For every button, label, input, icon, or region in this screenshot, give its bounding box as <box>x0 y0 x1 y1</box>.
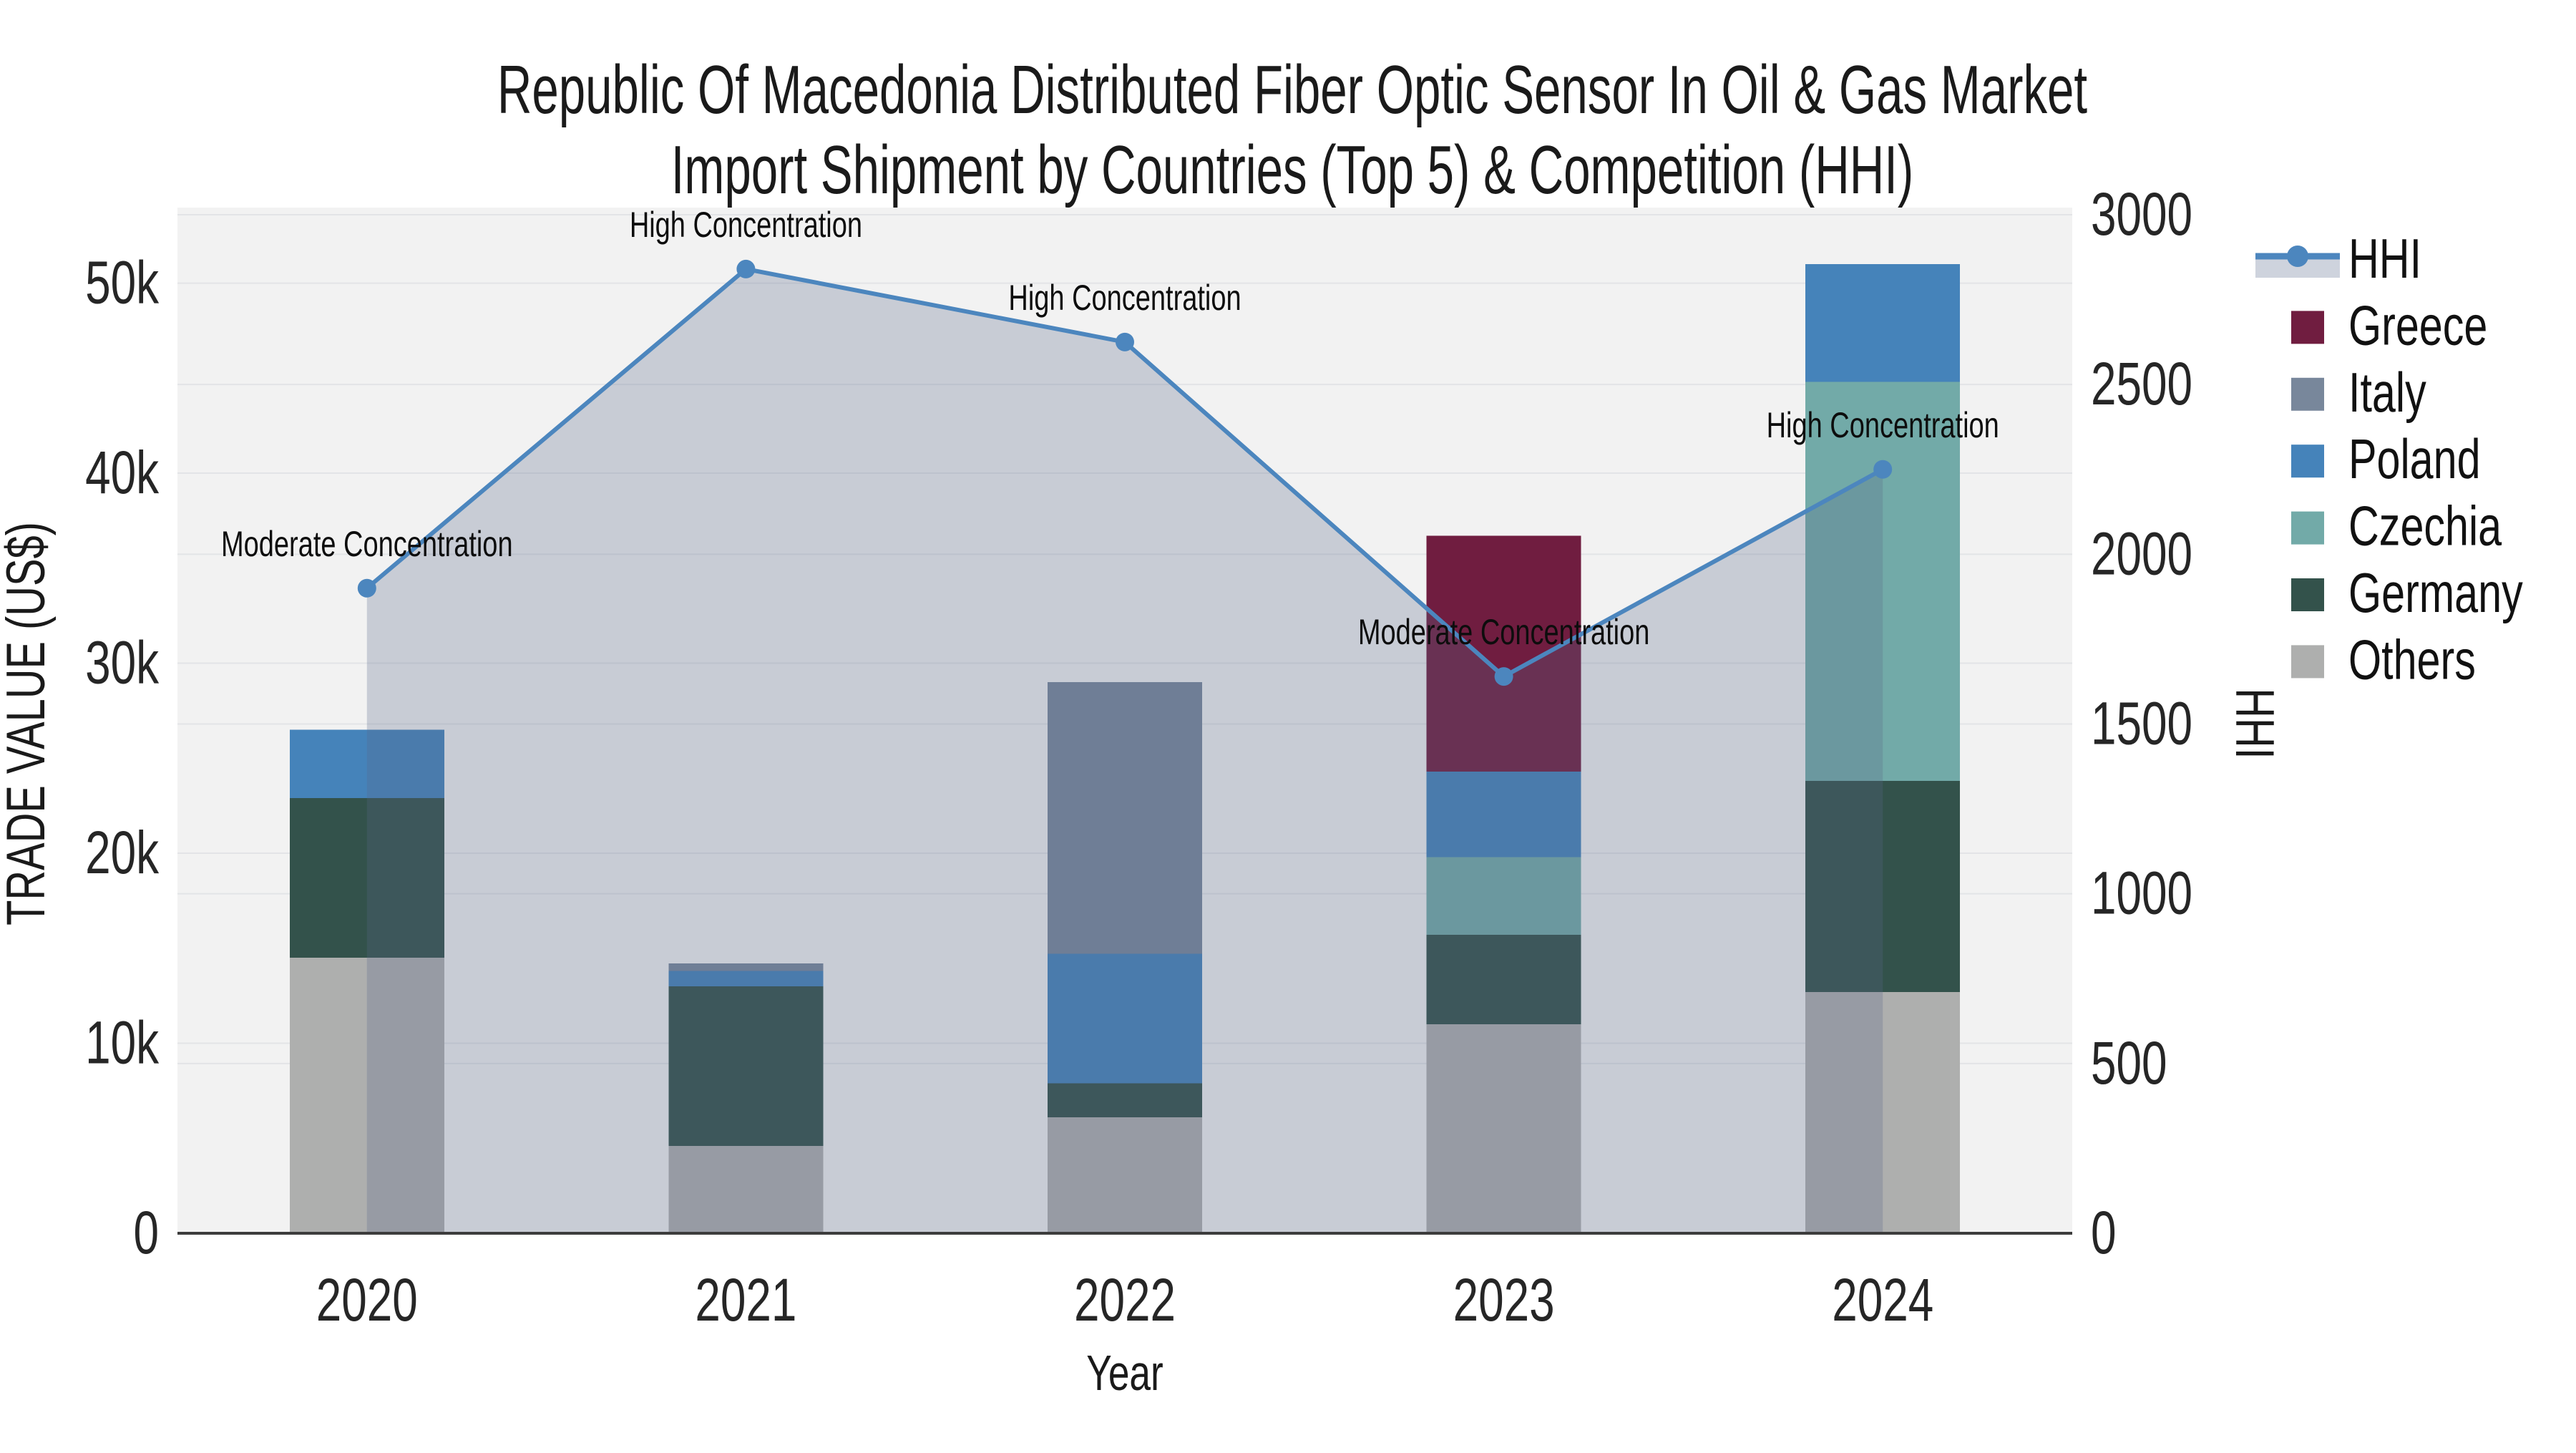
x-tick-label-2022: 2022 <box>1074 1265 1176 1333</box>
bar-segment-2022-others <box>1048 1117 1202 1233</box>
bar-segment-2020-germany <box>289 798 444 958</box>
x-tick-label-2021: 2021 <box>695 1265 796 1333</box>
hhi-area-layer <box>366 268 1883 1234</box>
bar-segment-2022-italy <box>1048 682 1202 954</box>
annotation-label-2022: High Concentration <box>1008 278 1241 318</box>
bar-segment-2023-poland <box>1426 771 1581 857</box>
hhi-marker-2020 <box>357 578 376 598</box>
legend-swatch-greece <box>2291 311 2324 344</box>
y-left-tick-labels: 0 10k 20k 30k 40k 50k <box>85 248 160 1266</box>
legend-label-italy: Italy <box>2348 361 2426 424</box>
x-tick-label-2020: 2020 <box>316 1265 418 1333</box>
y-right-tick-label-0: 0 <box>2091 1198 2117 1266</box>
bar-segment-2024-czechia <box>1805 382 1961 782</box>
hhi-area-fill <box>366 268 1883 1234</box>
hhi-marker-2024 <box>1873 460 1893 479</box>
legend-label-poland: Poland <box>2348 427 2481 490</box>
bars-layer <box>289 264 1961 1233</box>
chart-title-line1: Republic Of Macedonia Distributed Fiber … <box>497 51 2087 128</box>
y-left-tick-label-0: 0 <box>133 1198 159 1266</box>
x-axis-tick-labels: 2020 2021 2022 2023 2024 <box>316 1265 1933 1333</box>
legend-item-poland[interactable]: Poland <box>2291 427 2481 490</box>
annotation-label-2023: Moderate Concentration <box>1358 613 1650 652</box>
bar-segment-2022-poland <box>1048 953 1202 1084</box>
bar-segment-2021-others <box>668 1145 824 1233</box>
legend-swatch-germany <box>2291 578 2324 611</box>
y-right-tick-label-3000: 3000 <box>2091 180 2192 248</box>
annotation-label-2024: High Concentration <box>1767 406 1999 445</box>
bar-segment-2024-others <box>1805 991 1961 1233</box>
bar-segment-2021-germany <box>668 986 824 1146</box>
legend-label-greece: Greece <box>2348 293 2487 356</box>
bar-segment-2023-czechia <box>1426 857 1581 936</box>
y-right-tick-label-1000: 1000 <box>2091 859 2192 927</box>
legend-label-czechia: Czechia <box>2348 495 2502 558</box>
bar-segment-2024-germany <box>1805 781 1961 992</box>
bar-segment-2021-italy <box>668 963 824 971</box>
x-tick-label-2023: 2023 <box>1453 1265 1555 1333</box>
legend-label-germany: Germany <box>2348 561 2523 624</box>
x-tick-label-2024: 2024 <box>1832 1265 1933 1333</box>
annotations-layer: Moderate Concentration High Concentration… <box>221 205 1999 652</box>
y-right-axis-title: HHI <box>2224 688 2284 759</box>
y-right-tick-label-500: 500 <box>2091 1029 2167 1097</box>
bar-segment-2023-others <box>1426 1024 1581 1233</box>
x-axis-title: Year <box>1086 1346 1163 1401</box>
hhi-marker-2022 <box>1116 332 1134 351</box>
bar-segment-2023-greece <box>1426 535 1581 772</box>
legend-item-hhi[interactable]: HHI <box>2255 227 2421 290</box>
legend-item-germany[interactable]: Germany <box>2291 561 2523 624</box>
y-left-tick-label-10k: 10k <box>85 1009 160 1077</box>
y-left-tick-label-50k: 50k <box>85 248 160 316</box>
legend-swatch-poland <box>2291 444 2324 478</box>
legend-item-greece[interactable]: Greece <box>2291 293 2487 356</box>
annotation-label-2021: High Concentration <box>630 205 862 245</box>
bar-segment-2024-poland <box>1805 264 1961 382</box>
legend-hhi-marker-icon <box>2287 246 2308 267</box>
y-left-tick-label-30k: 30k <box>85 628 160 696</box>
legend-item-italy[interactable]: Italy <box>2291 361 2426 424</box>
hhi-marker-2023 <box>1494 667 1513 686</box>
legend-item-czechia[interactable]: Czechia <box>2291 495 2502 558</box>
legend-item-others[interactable]: Others <box>2291 628 2476 691</box>
y-right-tick-labels: 0 500 1000 1500 2000 2500 3000 <box>2091 180 2192 1266</box>
bar-segment-2020-poland <box>289 729 444 799</box>
y-left-tick-label-40k: 40k <box>85 438 160 506</box>
hhi-line-layer <box>357 259 1893 686</box>
legend-swatch-others <box>2291 645 2324 679</box>
annotation-label-2020: Moderate Concentration <box>221 525 513 564</box>
legend-swatch-czechia <box>2291 511 2324 545</box>
hhi-marker-2021 <box>736 259 756 278</box>
y-right-tick-label-2500: 2500 <box>2091 350 2192 418</box>
legend-swatch-italy <box>2291 377 2324 411</box>
bar-segment-2023-germany <box>1426 935 1581 1024</box>
bar-segment-2020-others <box>289 958 444 1233</box>
chart-title-line2: Import Shipment by Countries (Top 5) & C… <box>671 131 1914 208</box>
bar-segment-2021-poland <box>668 971 824 986</box>
legend-label-others: Others <box>2348 628 2476 691</box>
y-right-tick-label-2000: 2000 <box>2091 520 2192 588</box>
bar-segment-2022-germany <box>1048 1083 1202 1118</box>
y-left-axis-title: TRADE VALUE (US$) <box>0 522 57 925</box>
y-right-tick-label-1500: 1500 <box>2091 689 2192 757</box>
legend-label-hhi: HHI <box>2348 227 2421 290</box>
y-left-tick-label-20k: 20k <box>85 818 160 886</box>
